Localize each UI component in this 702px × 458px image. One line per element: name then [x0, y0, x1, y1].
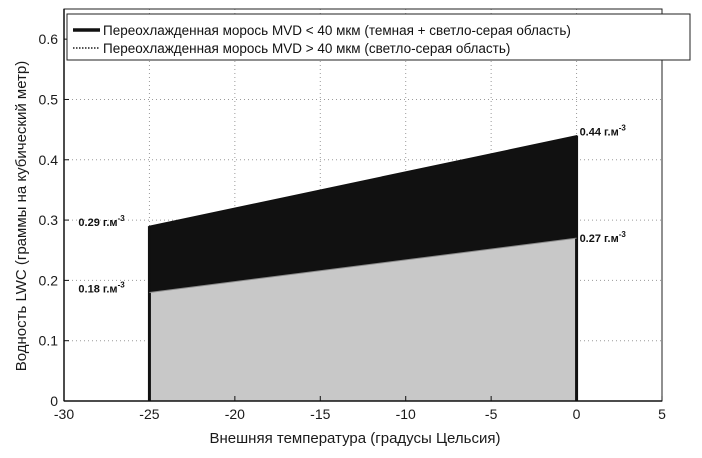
annotation-layer: 0.29 г.м-3 0.18 г.м-3 0.44 г.м-3 0.27 г.м-3	[78, 124, 626, 296]
legend-entry-2: Переохлажденная морось MVD > 40 мкм (све…	[103, 41, 510, 56]
x-tick-label: 0	[573, 406, 581, 422]
y-tick-label: 0.4	[39, 152, 59, 168]
y-tick-label: 0.1	[39, 333, 59, 349]
x-tick-label: -15	[310, 406, 330, 422]
legend-entry-1: Переохлажденная морось MVD < 40 мкм (тем…	[103, 23, 571, 38]
y-axis-label: Водность LWC (граммы на кубический метр)	[13, 61, 30, 372]
annotation-superscript: -3	[619, 124, 627, 133]
data-annotation: 0.18 г.м-3	[78, 280, 125, 295]
x-tick-label: -30	[54, 406, 74, 422]
legend: Переохлажденная морось MVD < 40 мкм (тем…	[66, 13, 691, 61]
y-tick-label: 0.6	[39, 31, 59, 47]
x-tick-label: -5	[485, 406, 498, 422]
annotation-superscript: -3	[619, 230, 627, 239]
area-layer	[147, 135, 579, 402]
lower-series-line	[149, 237, 577, 293]
axes-layer	[63, 8, 663, 402]
data-annotation: 0.27 г.м-3	[580, 230, 627, 245]
tick-layer: -30 -25 -20 -15 -10 -5 0 5 0 0.1 0.2 0.3 0.4 0.5 0.6	[39, 31, 667, 422]
y-tick-label: 0.3	[39, 212, 59, 228]
data-annotation: 0.29 г.м-3	[78, 214, 125, 229]
x-tick-label: 5	[658, 406, 666, 422]
y-tick-label: 0.2	[39, 272, 59, 288]
legend-box	[66, 13, 691, 61]
x-tick-label: -10	[396, 406, 416, 422]
area-mvd-gt-40	[149, 238, 577, 401]
annotation-superscript: -3	[118, 214, 126, 223]
x-tick-label: -25	[139, 406, 159, 422]
data-annotation: 0.44 г.м-3	[580, 124, 627, 139]
annotation-superscript: -3	[118, 280, 126, 289]
y-tick-label: 0.5	[39, 91, 59, 107]
x-axis-label: Внешняя температура (градусы Цельсия)	[210, 430, 501, 447]
x-tick-label: -20	[225, 406, 245, 422]
y-tick-label: 0	[50, 393, 58, 409]
